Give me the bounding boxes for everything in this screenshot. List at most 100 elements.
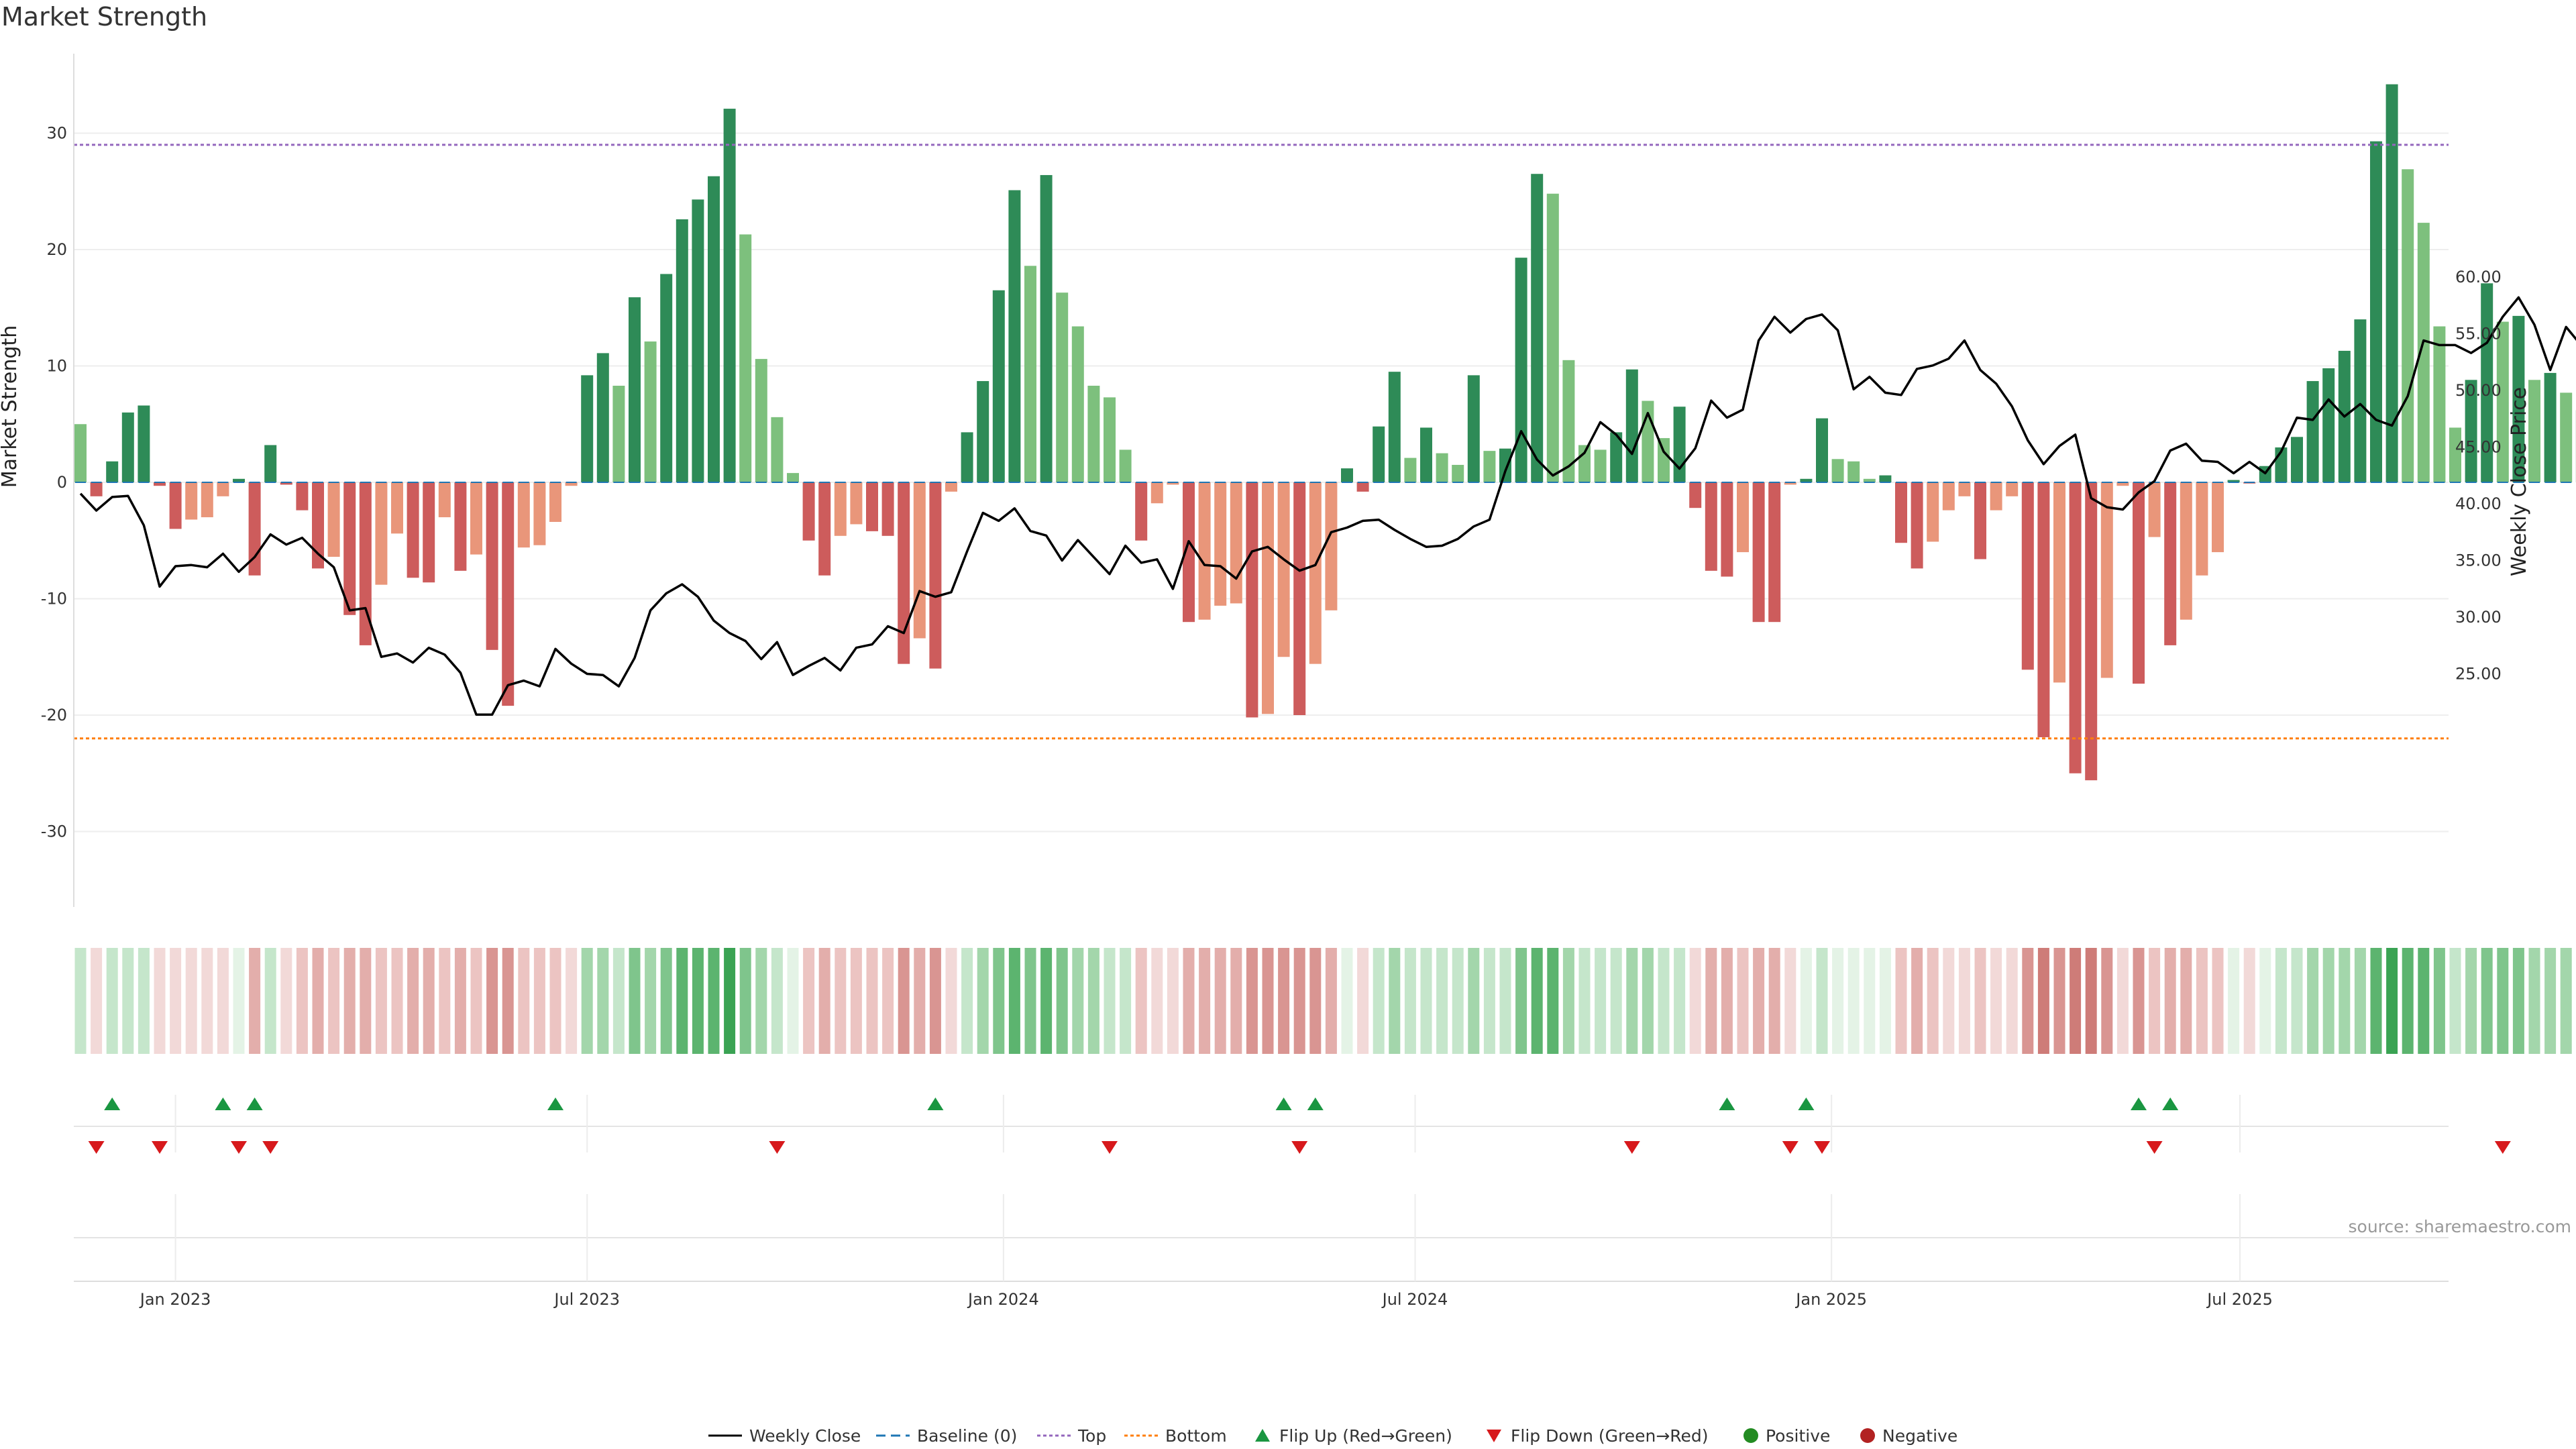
strength-bar — [992, 290, 1005, 482]
flip-down-marker — [769, 1141, 786, 1154]
heat-cell — [1990, 948, 2002, 1054]
heat-cell — [2275, 948, 2287, 1054]
legend-swatch — [1255, 1429, 1270, 1442]
flip-down-marker — [152, 1141, 168, 1154]
heat-cell — [74, 948, 87, 1054]
heat-cell — [1911, 948, 1923, 1054]
heat-cell — [2418, 948, 2430, 1054]
heat-cell — [2339, 948, 2351, 1054]
strength-bar — [138, 405, 150, 482]
heat-cell — [1167, 948, 1179, 1054]
strength-bar — [708, 176, 720, 482]
flip-down-marker — [1102, 1141, 1118, 1154]
strength-bar — [2021, 482, 2034, 670]
heat-cell — [1072, 948, 1084, 1054]
heat-cell — [264, 948, 276, 1054]
x-tick-label: Jan 2025 — [1794, 1290, 1867, 1309]
heat-cell — [1246, 948, 1258, 1054]
heat-cell — [470, 948, 482, 1054]
heat-cell — [1183, 948, 1195, 1054]
heat-cell — [185, 948, 197, 1054]
legend-label: Weekly Close — [749, 1426, 861, 1446]
heat-cell — [1357, 948, 1369, 1054]
strength-bar — [2037, 482, 2050, 737]
axis-layer: -30 -20 -10 0 10 20 30 25.00 30.00 35.00 40.00 45.0… — [41, 54, 2502, 907]
strength-bar — [660, 274, 673, 482]
strength-bar — [1689, 482, 1702, 508]
heat-cell — [977, 948, 989, 1054]
heat-cell — [2243, 948, 2255, 1054]
strength-bar — [2212, 482, 2224, 553]
chart-title: Market Strength — [1, 2, 207, 32]
heat-cell — [676, 948, 688, 1054]
strength-bar — [1990, 482, 2002, 511]
strength-bar — [1847, 461, 1860, 482]
strength-bar — [945, 482, 957, 492]
heat-cell — [439, 948, 451, 1054]
strength-bar — [2417, 223, 2430, 482]
strength-bar — [169, 482, 182, 529]
flip-down-marker — [2494, 1141, 2511, 1154]
flip-up-marker — [1719, 1097, 1735, 1110]
y-tick-label: 20 — [46, 240, 67, 259]
heat-cell — [2465, 948, 2477, 1054]
heat-cell — [1800, 948, 1812, 1054]
strength-bar — [90, 482, 103, 496]
strength-bar — [1150, 482, 1163, 504]
strength-bar — [438, 482, 451, 518]
y-tick-label: -30 — [41, 822, 67, 841]
strength-bar — [1610, 432, 1623, 482]
heat-cell — [1847, 948, 1860, 1054]
heat-cell — [391, 948, 403, 1054]
heat-cell — [1483, 948, 1495, 1054]
flip-up-marker — [104, 1097, 121, 1110]
strength-bar — [1816, 418, 1828, 482]
strength-bar — [1911, 482, 1923, 569]
heat-cell — [2164, 948, 2176, 1054]
heat-cell — [803, 948, 815, 1054]
strength-bar — [217, 482, 229, 496]
y-axis-label: Market Strength — [0, 325, 21, 488]
heat-cell — [2307, 948, 2319, 1054]
strength-bar — [1831, 459, 1844, 482]
heat-cell — [1373, 948, 1385, 1054]
heat-cell — [1293, 948, 1305, 1054]
strength-bar — [2006, 482, 2019, 496]
heat-cell — [1278, 948, 1290, 1054]
heat-cell — [1468, 948, 1480, 1054]
heat-cell — [708, 948, 720, 1054]
strength-bar — [1024, 266, 1036, 482]
strength-bar — [1515, 258, 1527, 482]
heat-cell — [249, 948, 261, 1054]
strength-bar — [1262, 482, 1274, 714]
heat-cell — [612, 948, 625, 1054]
strength-bar — [2481, 283, 2493, 482]
heat-cell — [787, 948, 799, 1054]
heat-cell — [296, 948, 308, 1054]
heat-cell — [1753, 948, 1765, 1054]
heat-cell — [882, 948, 894, 1054]
strength-bar — [2322, 368, 2335, 482]
heat-cell — [1642, 948, 1654, 1054]
strength-bar — [1293, 482, 1306, 715]
strength-bar — [280, 482, 292, 485]
heat-cell — [755, 948, 767, 1054]
strength-bar — [1895, 482, 1907, 543]
strength-bar — [2449, 427, 2461, 482]
legend-swatch — [1743, 1428, 1758, 1443]
heat-cell — [914, 948, 926, 1054]
strength-bar — [391, 482, 403, 534]
source-note: source: sharemaestro.com — [2349, 1217, 2572, 1236]
heat-cell — [1562, 948, 1574, 1054]
heat-cell — [835, 948, 847, 1054]
strength-bar — [1119, 449, 1132, 482]
strength-bar — [929, 482, 942, 669]
heat-cell — [1420, 948, 1432, 1054]
heat-cell — [217, 948, 229, 1054]
strength-bar — [470, 482, 482, 555]
strength-bar — [629, 297, 641, 482]
flip-up-marker — [215, 1097, 231, 1110]
legend-label: Baseline (0) — [917, 1426, 1017, 1446]
heat-cell — [1389, 948, 1401, 1054]
